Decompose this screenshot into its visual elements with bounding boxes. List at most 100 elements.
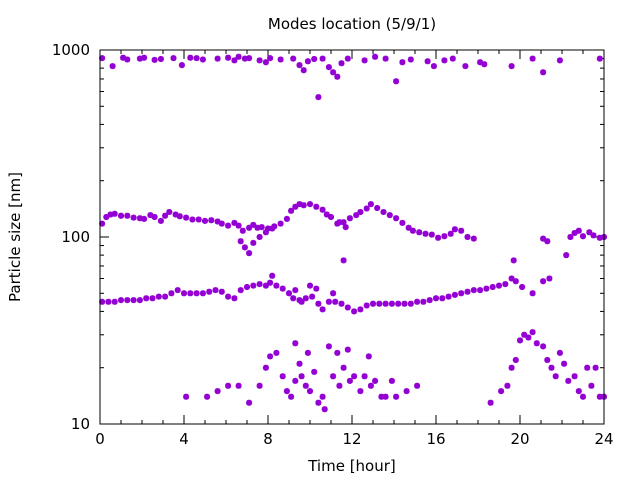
- data-point: [556, 57, 563, 64]
- data-point: [319, 55, 326, 62]
- tick-labels: 0 4 8 12 16 20 24 10 100 1000: [52, 41, 614, 448]
- data-point: [409, 227, 416, 234]
- major-ticks: [99, 49, 605, 425]
- data-point: [357, 388, 364, 395]
- data-point: [286, 290, 292, 297]
- data-point: [332, 298, 339, 305]
- data-point: [540, 235, 547, 242]
- data-point: [529, 55, 536, 62]
- data-point: [250, 239, 257, 246]
- data-point: [319, 306, 326, 313]
- data-point: [372, 377, 379, 384]
- x-tick-label: 16: [426, 430, 445, 448]
- data-point: [231, 219, 238, 226]
- y-tick-label: 10: [71, 415, 90, 433]
- data-point: [504, 382, 511, 389]
- data-point: [250, 282, 257, 289]
- data-point: [262, 364, 269, 371]
- data-point: [225, 54, 232, 61]
- x-tick-label: 8: [263, 430, 273, 448]
- data-point: [99, 55, 106, 62]
- data-point: [279, 285, 286, 292]
- data-point: [544, 238, 551, 245]
- data-point: [262, 229, 269, 236]
- data-point: [199, 56, 206, 63]
- data-point: [246, 399, 253, 406]
- data-point: [433, 295, 439, 302]
- data-point: [596, 234, 603, 241]
- data-point: [353, 212, 360, 219]
- data-point: [155, 293, 162, 300]
- data-point: [204, 393, 211, 400]
- data-point: [300, 67, 307, 74]
- x-tick-label: 0: [95, 430, 105, 448]
- data-point: [237, 238, 244, 245]
- data-point: [464, 234, 471, 240]
- data-point: [157, 56, 164, 62]
- data-point: [176, 213, 183, 220]
- data-point: [367, 382, 374, 389]
- data-point: [596, 55, 603, 62]
- data-point: [586, 229, 593, 236]
- data-point: [296, 62, 303, 69]
- data-point: [338, 300, 345, 307]
- data-point: [529, 290, 536, 297]
- data-point: [292, 203, 299, 210]
- data-point: [344, 55, 351, 62]
- data-point: [187, 54, 194, 61]
- data-point: [304, 349, 311, 356]
- data-point: [313, 285, 320, 292]
- data-point: [380, 209, 387, 215]
- data-point: [477, 287, 484, 294]
- data-point: [181, 290, 187, 297]
- data-point: [544, 357, 551, 363]
- data-point: [246, 224, 253, 231]
- data-point: [325, 343, 332, 350]
- data-point: [246, 55, 253, 62]
- data-point: [451, 226, 458, 233]
- data-point: [187, 290, 194, 297]
- data-point: [422, 230, 429, 237]
- data-point: [256, 57, 263, 64]
- data-point: [575, 388, 582, 395]
- data-point: [346, 377, 353, 384]
- data-point: [481, 61, 488, 68]
- data-point: [334, 73, 341, 80]
- data-point: [309, 293, 316, 300]
- data-point: [334, 349, 341, 356]
- data-point: [315, 300, 322, 307]
- data-point: [540, 69, 547, 76]
- data-point: [447, 230, 454, 237]
- data-point: [525, 334, 532, 341]
- data-point: [218, 288, 225, 295]
- data-point: [428, 231, 435, 238]
- data-point: [382, 393, 389, 400]
- data-point: [363, 302, 370, 309]
- data-point: [269, 225, 276, 232]
- data-point: [304, 58, 311, 65]
- data-point: [590, 232, 597, 239]
- data-point: [298, 373, 305, 380]
- data-point: [580, 393, 586, 400]
- data-point: [307, 201, 313, 208]
- data-point: [235, 222, 242, 229]
- data-point: [141, 54, 148, 61]
- data-point: [571, 373, 578, 380]
- data-point: [351, 373, 358, 380]
- data-point: [256, 382, 263, 389]
- data-point: [420, 298, 427, 305]
- data-point: [300, 202, 307, 209]
- data-point: [575, 227, 582, 234]
- data-point: [498, 388, 505, 395]
- data-point: [365, 353, 372, 360]
- data-point: [328, 214, 334, 220]
- data-point: [292, 340, 299, 347]
- data-point: [136, 55, 143, 62]
- data-point: [99, 220, 106, 227]
- data-point: [388, 300, 395, 307]
- data-point: [225, 222, 232, 229]
- data-point: [592, 364, 599, 371]
- data-point: [416, 229, 423, 236]
- data-point: [130, 297, 137, 304]
- data-point: [584, 364, 591, 371]
